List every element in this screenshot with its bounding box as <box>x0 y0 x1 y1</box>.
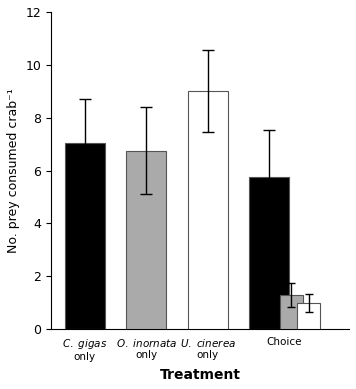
Bar <box>297 303 320 329</box>
Bar <box>249 177 289 329</box>
Bar <box>126 151 166 329</box>
Y-axis label: No. prey consumed crab⁻¹: No. prey consumed crab⁻¹ <box>7 88 20 253</box>
Bar <box>279 295 303 329</box>
Bar <box>188 91 228 329</box>
X-axis label: Treatment: Treatment <box>159 368 241 382</box>
Bar <box>65 143 105 329</box>
